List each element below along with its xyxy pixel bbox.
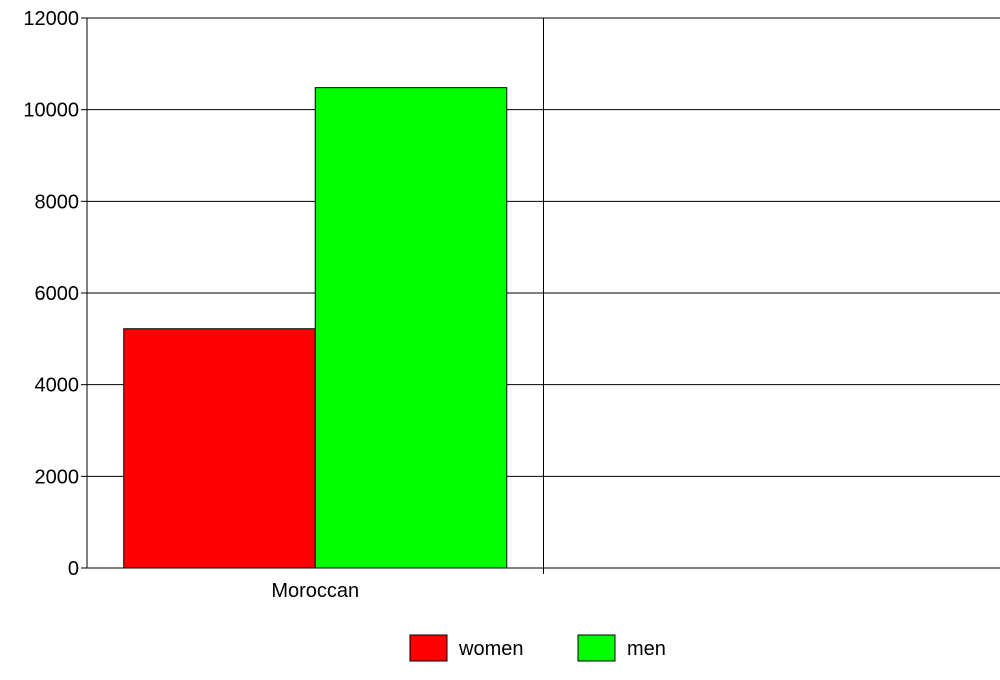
legend-label-men: men [627, 638, 666, 660]
bar-women-Moroccan [123, 328, 316, 569]
y-tick-label: 4000 [35, 375, 80, 397]
y-tick-label: 12000 [23, 8, 79, 30]
legend-label-women: women [458, 638, 523, 660]
y-tick-label: 6000 [35, 283, 80, 305]
y-tick-label: 0 [68, 558, 79, 580]
y-tick-label: 8000 [35, 191, 80, 213]
x-category-label: Moroccan [271, 580, 359, 602]
y-tick-label: 10000 [23, 100, 79, 122]
legend: women men [409, 634, 666, 662]
y-tick-label: 2000 [35, 466, 80, 488]
bars [123, 87, 508, 569]
legend-swatch-women [409, 634, 448, 662]
axes: 0 2000 4000 6000 8000 10000 12000 Moroccan [23, 8, 1000, 602]
bar-men-Moroccan [314, 87, 508, 569]
legend-swatch-men [577, 634, 616, 662]
